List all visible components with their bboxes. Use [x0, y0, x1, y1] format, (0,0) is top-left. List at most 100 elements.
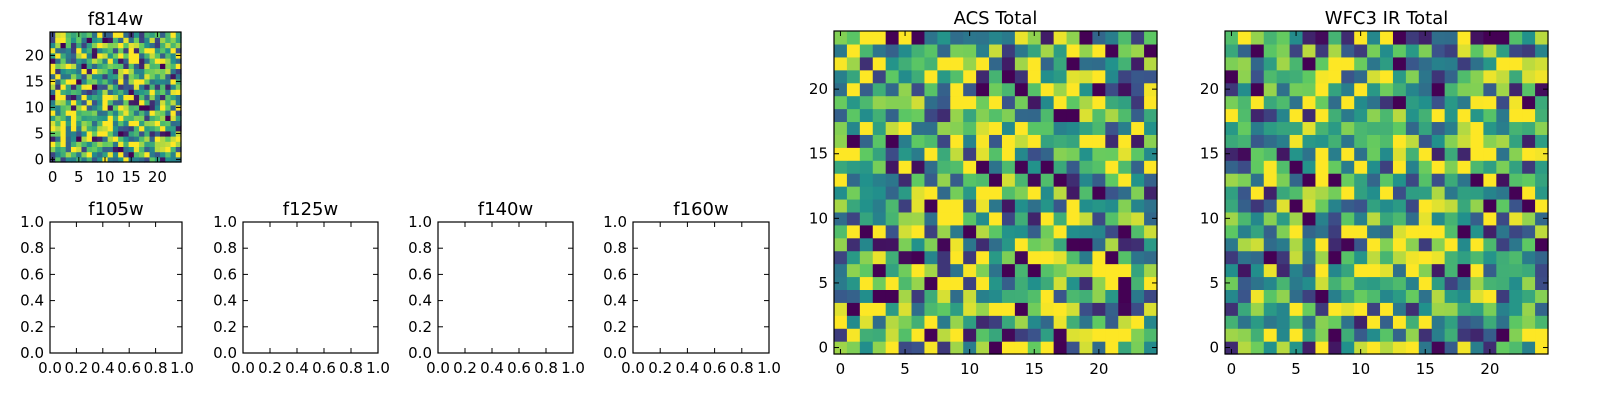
image-pixel [81, 32, 88, 38]
image-pixel [1418, 108, 1433, 123]
image-pixel [118, 104, 124, 111]
image-pixel [1328, 289, 1342, 303]
image-pixel [885, 289, 900, 303]
image-pixel [76, 73, 83, 80]
image-pixel [963, 95, 977, 110]
image-pixel [1444, 82, 1459, 97]
image-pixel [144, 136, 151, 142]
image-pixel [1496, 108, 1510, 123]
image-pixel [91, 146, 98, 153]
image-pixel [1380, 82, 1394, 97]
image-pixel [65, 136, 72, 142]
image-pixel [937, 211, 951, 226]
image-pixel [1354, 302, 1368, 316]
image-pixel [60, 151, 67, 158]
image-pixel [144, 125, 151, 132]
image-pixel [165, 104, 172, 111]
image-pixel [1431, 31, 1446, 45]
image-pixel [1079, 147, 1093, 161]
image-pixel [1079, 289, 1093, 303]
image-pixel [1418, 121, 1433, 135]
image-pixel [102, 94, 109, 101]
image-pixel [1250, 186, 1265, 200]
image-pixel [133, 156, 140, 163]
image-pixel [911, 147, 926, 161]
image-pixel [1066, 160, 1081, 174]
image-pixel [1315, 198, 1329, 213]
image-pixel [76, 47, 83, 54]
image-pixel [1001, 224, 1016, 239]
image-pixel [924, 134, 938, 148]
image-pixel [1431, 289, 1446, 303]
image-pixel [859, 160, 874, 174]
image-pixel [118, 125, 124, 132]
image-pixel [76, 130, 83, 137]
image-pixel [102, 68, 109, 75]
image-pixel [1225, 56, 1239, 71]
image-pixel [91, 63, 98, 69]
image-pixel [76, 141, 83, 147]
image-pixel [976, 315, 990, 329]
image-pixel [112, 73, 119, 80]
image-pixel [123, 120, 130, 127]
image-pixel [1431, 95, 1446, 110]
image-pixel [1496, 31, 1510, 45]
image-pixel [107, 89, 114, 95]
image-pixel [86, 47, 93, 54]
image-pixel [128, 58, 135, 64]
axes-frame [242, 221, 379, 354]
image-pixel [97, 78, 103, 85]
image-pixel [86, 52, 93, 59]
image-pixel [1496, 224, 1510, 239]
image-pixel [872, 250, 887, 265]
image-pixel [1431, 43, 1446, 58]
image-pixel [1509, 315, 1523, 329]
image-pixel [65, 141, 72, 147]
image-pixel [859, 198, 874, 213]
image-pixel [846, 31, 861, 45]
image-pixel [112, 84, 119, 90]
image-pixel [1315, 237, 1329, 252]
image-pixel [1250, 108, 1265, 123]
image-pixel [1431, 160, 1446, 174]
image-pixel [107, 37, 114, 43]
image-pixel [102, 58, 109, 64]
image-pixel [1328, 160, 1342, 174]
image-pixel [55, 141, 62, 147]
image-pixel [924, 224, 938, 239]
image-pixel [1522, 95, 1536, 110]
image-pixel [1014, 328, 1029, 342]
image-pixel [76, 58, 83, 64]
image-pixel [924, 315, 938, 329]
image-pixel [924, 108, 938, 123]
image-pixel [91, 151, 98, 158]
image-pixel [1470, 160, 1484, 174]
image-pixel [1027, 160, 1042, 174]
image-pixel [1118, 211, 1132, 226]
image-pixel [1014, 276, 1029, 290]
image-pixel [976, 276, 990, 290]
image-pixel [1079, 43, 1093, 58]
image-pixel [1118, 315, 1132, 329]
image-pixel [1535, 147, 1549, 161]
image-pixel [976, 341, 990, 355]
image-pixel [1118, 341, 1132, 355]
image-pixel [123, 78, 130, 85]
image-pixel [1250, 302, 1265, 316]
image-pixel [846, 224, 861, 239]
image-pixel [1263, 43, 1278, 58]
image-pixel [144, 141, 151, 147]
image-pixel [898, 237, 913, 252]
image-pixel [989, 328, 1003, 342]
image-pixel [1263, 315, 1278, 329]
image-pixel [1328, 341, 1342, 355]
image-pixel [102, 63, 109, 69]
image-pixel [1315, 341, 1329, 355]
image-pixel [885, 263, 900, 278]
image-pixel [1225, 224, 1239, 239]
image-pixel [872, 237, 887, 252]
image-pixel [118, 52, 124, 59]
image-pixel [950, 289, 964, 303]
image-pixel [65, 130, 72, 137]
